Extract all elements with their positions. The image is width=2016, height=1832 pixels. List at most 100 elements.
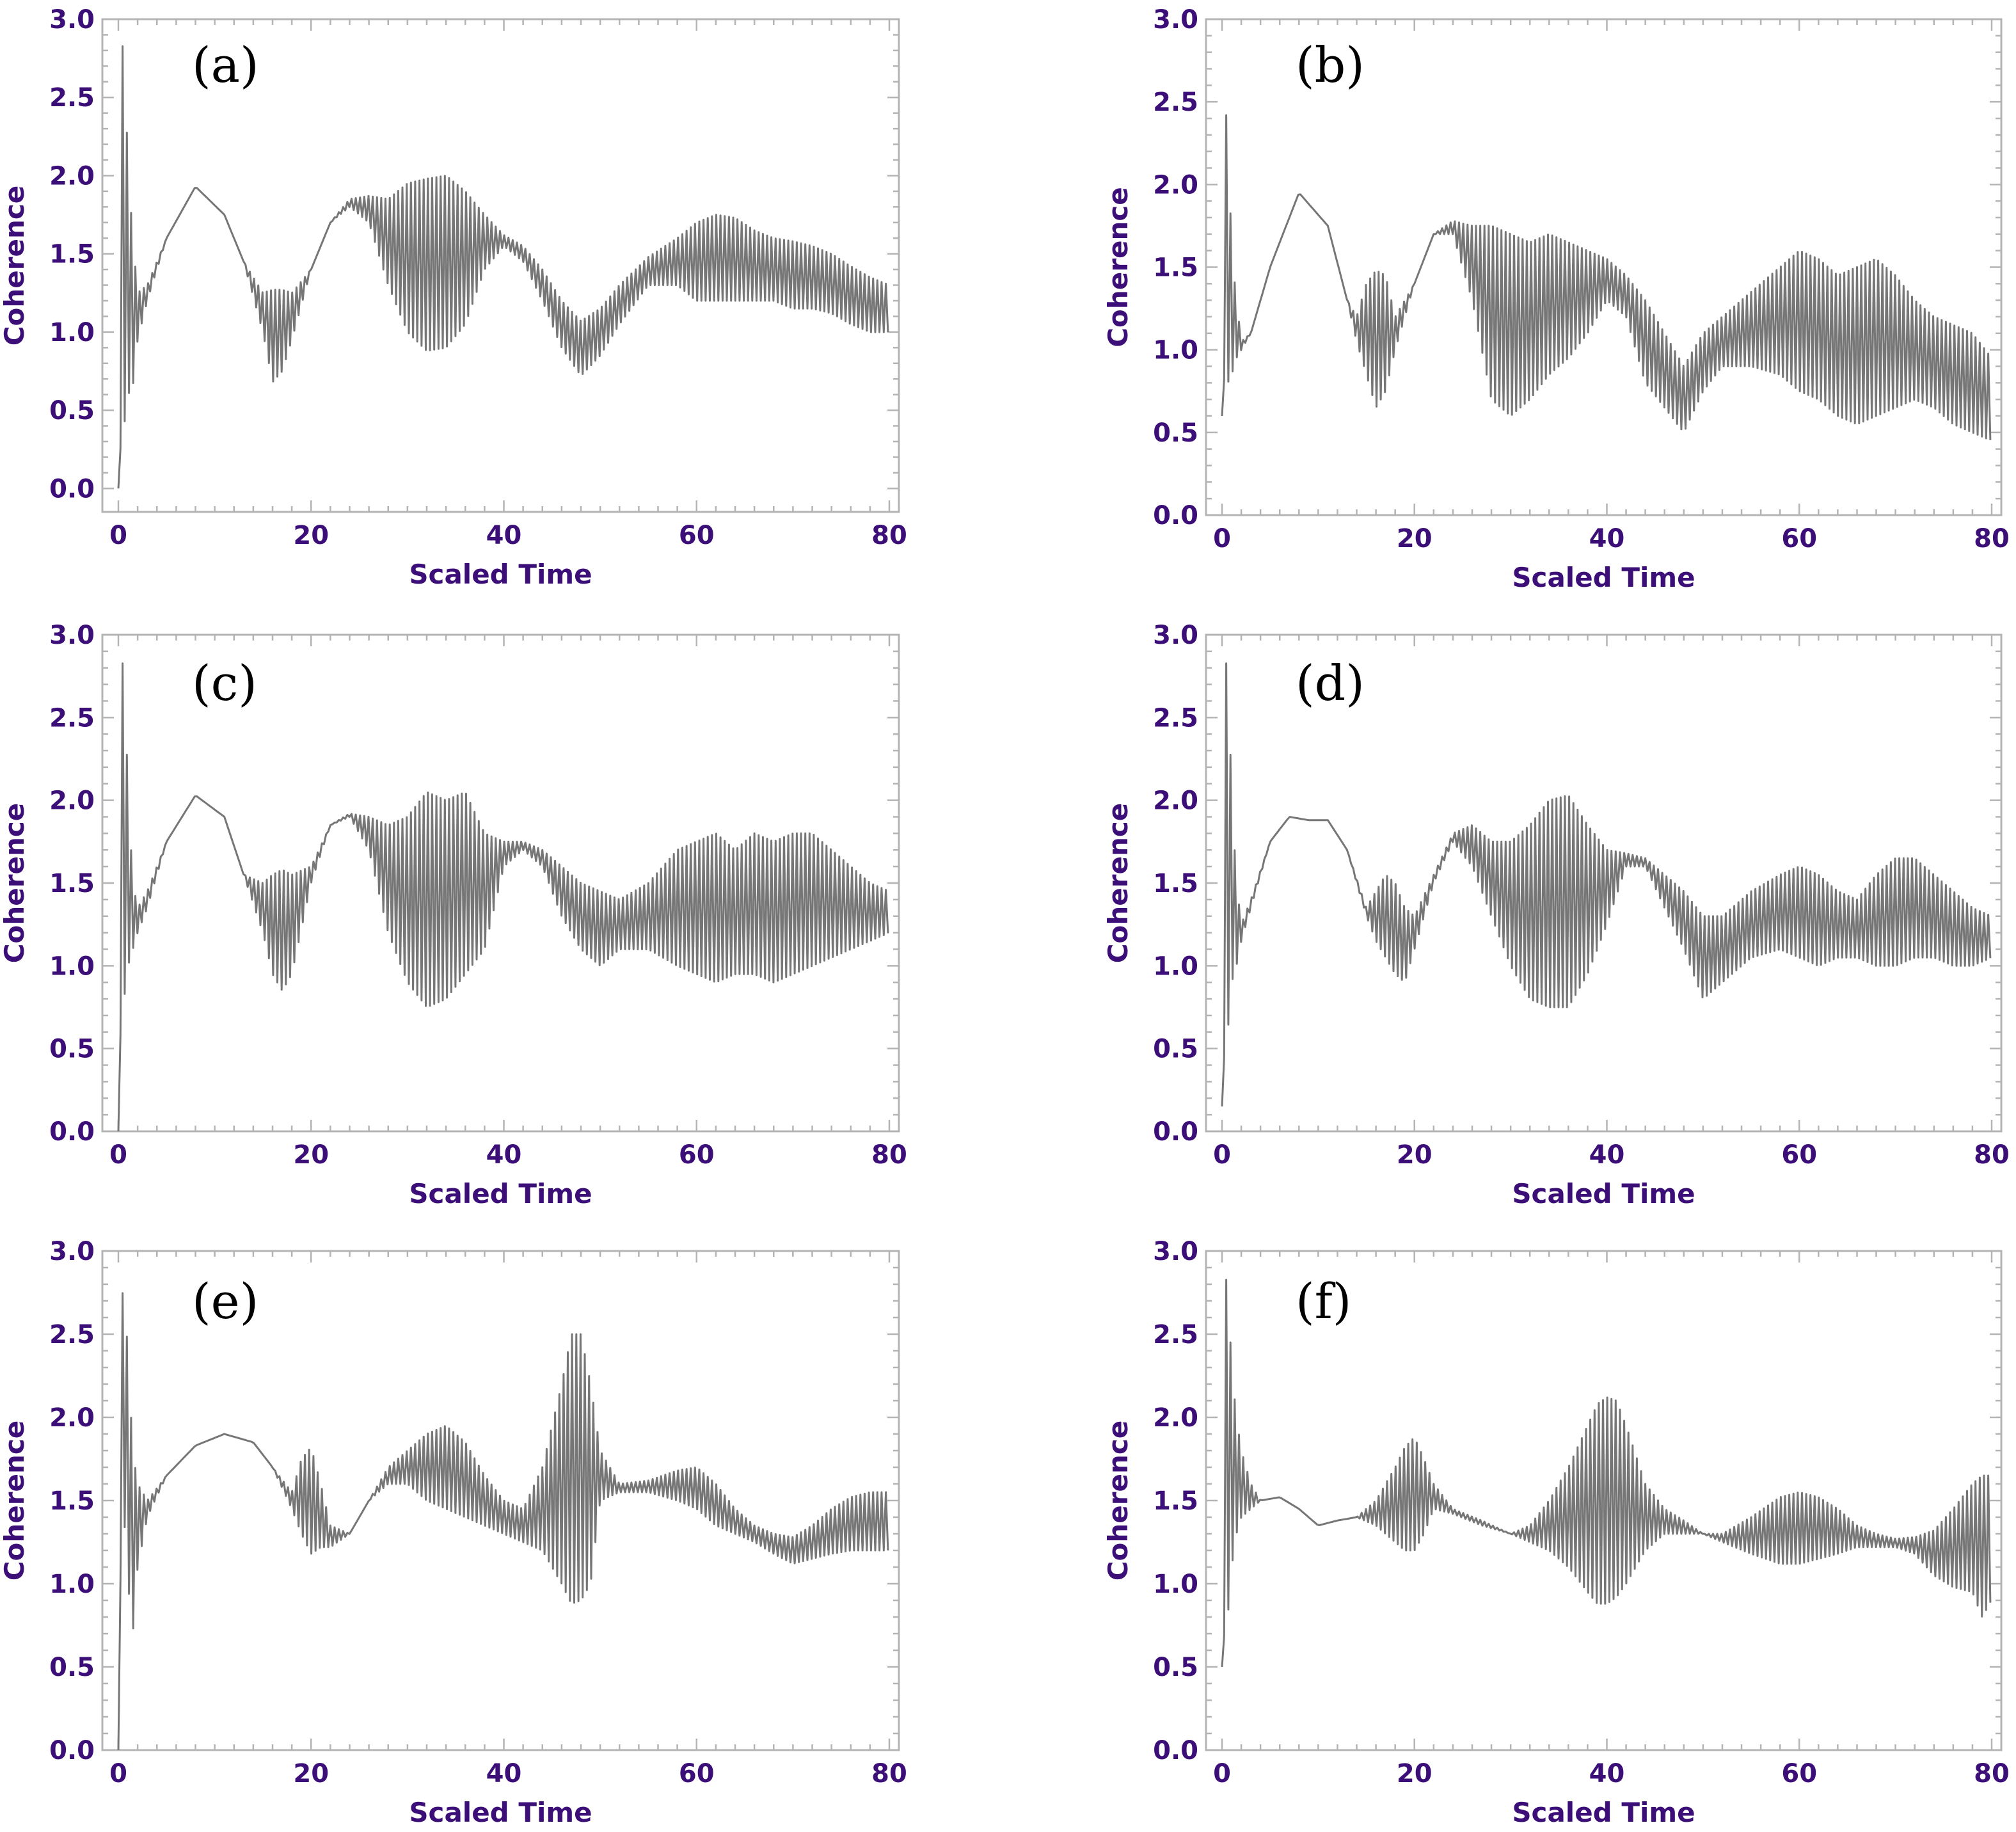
y-tick-label: 1.0 bbox=[1153, 1570, 1198, 1599]
y-tick-label: 1.0 bbox=[49, 318, 95, 347]
x-tick-label: 80 bbox=[871, 1759, 907, 1788]
x-tick-label: 60 bbox=[1781, 524, 1817, 554]
y-axis-title: Coherence bbox=[0, 186, 30, 346]
x-tick-label: 0 bbox=[109, 521, 127, 550]
y-tick-label: 2.0 bbox=[1153, 1403, 1198, 1433]
y-tick-label: 1.5 bbox=[49, 240, 95, 269]
y-tick-label: 1.5 bbox=[1153, 1486, 1198, 1516]
y-tick-label: 2.5 bbox=[1153, 1320, 1198, 1350]
y-tick-label: 1.0 bbox=[1153, 336, 1198, 365]
x-tick-label: 80 bbox=[1974, 524, 2010, 554]
y-tick-label: 3.0 bbox=[1153, 621, 1198, 650]
y-tick-label: 1.5 bbox=[1153, 253, 1198, 283]
coherence-series-line bbox=[117, 662, 889, 1132]
panel-label: (f) bbox=[1296, 1273, 1351, 1330]
coherence-series-line bbox=[1221, 1278, 1992, 1668]
y-axis-title: Coherence bbox=[1102, 803, 1134, 964]
chart-panel: 0 20 40 60 80 0.0 0.5 1.0 1.5 2.0 2.5 3.0 Scaled Tim… bbox=[1102, 1237, 2010, 1828]
x-tick-label: 40 bbox=[1589, 1140, 1625, 1170]
panel-label: (e) bbox=[192, 1273, 258, 1330]
chart-panel: 0 20 40 60 80 0.0 0.5 1.0 1.5 2.0 2.5 3.0 Scaled Tim… bbox=[0, 5, 907, 590]
x-tick-label: 60 bbox=[1781, 1759, 1817, 1788]
x-tick-label: 80 bbox=[871, 1140, 907, 1170]
y-tick-label: 3.0 bbox=[49, 621, 95, 650]
panel-label: (d) bbox=[1296, 655, 1365, 712]
y-tick-label: 0.0 bbox=[1153, 501, 1198, 530]
y-axis-title: Coherence bbox=[0, 803, 30, 964]
y-tick-label: 2.5 bbox=[49, 703, 95, 733]
y-tick-label: 2.0 bbox=[49, 1403, 95, 1433]
chart-panel: 0 20 40 60 80 0.0 0.5 1.0 1.5 2.0 2.5 3.0 Scaled Tim… bbox=[0, 1237, 907, 1828]
x-tick-label: 80 bbox=[1974, 1759, 2010, 1788]
x-axis-title: Scaled Time bbox=[409, 559, 592, 590]
coherence-series-line bbox=[1221, 662, 1992, 1107]
y-tick-label: 1.0 bbox=[49, 1570, 95, 1599]
x-tick-label: 20 bbox=[1397, 1140, 1433, 1170]
y-tick-label: 3.0 bbox=[49, 5, 95, 35]
x-tick-label: 60 bbox=[679, 1140, 715, 1170]
y-tick-label: 2.0 bbox=[1153, 786, 1198, 816]
y-tick-label: 2.0 bbox=[49, 786, 95, 816]
y-axis-title: Coherence bbox=[0, 1421, 30, 1581]
y-tick-label: 1.5 bbox=[49, 1486, 95, 1516]
y-tick-label: 1.0 bbox=[49, 952, 95, 981]
x-tick-label: 40 bbox=[486, 1140, 522, 1170]
y-tick-label: 2.5 bbox=[49, 83, 95, 113]
x-axis-title: Scaled Time bbox=[1512, 1797, 1695, 1828]
y-axis-title: Coherence bbox=[1102, 187, 1134, 347]
y-tick-label: 2.5 bbox=[1153, 88, 1198, 117]
panel-label: (c) bbox=[192, 655, 257, 712]
y-tick-label: 0.5 bbox=[1153, 1035, 1198, 1064]
x-axis-title: Scaled Time bbox=[409, 1797, 592, 1828]
y-tick-label: 2.5 bbox=[49, 1320, 95, 1350]
y-tick-label: 0.5 bbox=[49, 1653, 95, 1682]
y-tick-label: 3.0 bbox=[1153, 5, 1198, 35]
plot-frame bbox=[101, 18, 900, 513]
chart-panel: 0 20 40 60 80 0.0 0.5 1.0 1.5 2.0 2.5 3.0 Scaled Tim… bbox=[1102, 621, 2010, 1209]
y-tick-label: 2.5 bbox=[1153, 703, 1198, 733]
x-tick-label: 40 bbox=[486, 521, 522, 550]
coherence-series-line bbox=[117, 1292, 889, 1751]
x-tick-label: 40 bbox=[1589, 1759, 1625, 1788]
x-tick-label: 20 bbox=[1397, 1759, 1433, 1788]
panel-label: (b) bbox=[1296, 36, 1365, 93]
y-tick-label: 0.0 bbox=[49, 1736, 95, 1765]
x-tick-label: 0 bbox=[1213, 1140, 1231, 1170]
x-tick-label: 60 bbox=[679, 521, 715, 550]
y-tick-label: 0.5 bbox=[49, 1035, 95, 1064]
x-tick-label: 0 bbox=[109, 1140, 127, 1170]
y-tick-label: 0.0 bbox=[49, 474, 95, 504]
x-tick-label: 0 bbox=[1213, 1759, 1231, 1788]
x-tick-label: 40 bbox=[1589, 524, 1625, 554]
x-tick-label: 0 bbox=[109, 1759, 127, 1788]
x-tick-label: 20 bbox=[293, 1759, 329, 1788]
x-tick-label: 20 bbox=[1397, 524, 1433, 554]
x-tick-label: 0 bbox=[1213, 524, 1231, 554]
panel-label: (a) bbox=[192, 36, 259, 93]
x-tick-label: 20 bbox=[293, 521, 329, 550]
chart-panel: 0 20 40 60 80 0.0 0.5 1.0 1.5 2.0 2.5 3.0 Scaled Tim… bbox=[1102, 5, 2010, 593]
coherence-series-line bbox=[1221, 114, 1992, 440]
y-tick-label: 2.0 bbox=[1153, 170, 1198, 200]
y-tick-label: 0.5 bbox=[1153, 418, 1198, 448]
x-tick-label: 40 bbox=[486, 1759, 522, 1788]
y-tick-label: 0.5 bbox=[49, 396, 95, 426]
x-axis-title: Scaled Time bbox=[1512, 562, 1695, 593]
coherence-series-line bbox=[117, 45, 889, 489]
x-axis-title: Scaled Time bbox=[409, 1178, 592, 1209]
y-tick-label: 0.0 bbox=[49, 1117, 95, 1147]
x-axis-title: Scaled Time bbox=[1512, 1178, 1695, 1209]
y-tick-label: 0.0 bbox=[1153, 1117, 1198, 1147]
chart-panel: 0 20 40 60 80 0.0 0.5 1.0 1.5 2.0 2.5 3.0 Scaled Tim… bbox=[0, 621, 907, 1209]
x-tick-label: 60 bbox=[1781, 1140, 1817, 1170]
x-tick-label: 80 bbox=[871, 521, 907, 550]
y-tick-label: 2.0 bbox=[49, 161, 95, 191]
y-tick-label: 3.0 bbox=[49, 1237, 95, 1266]
y-tick-label: 1.5 bbox=[1153, 869, 1198, 898]
y-tick-label: 1.5 bbox=[49, 869, 95, 898]
y-tick-label: 3.0 bbox=[1153, 1237, 1198, 1266]
x-tick-label: 20 bbox=[293, 1140, 329, 1170]
y-tick-label: 0.0 bbox=[1153, 1736, 1198, 1765]
x-tick-label: 80 bbox=[1974, 1140, 2010, 1170]
